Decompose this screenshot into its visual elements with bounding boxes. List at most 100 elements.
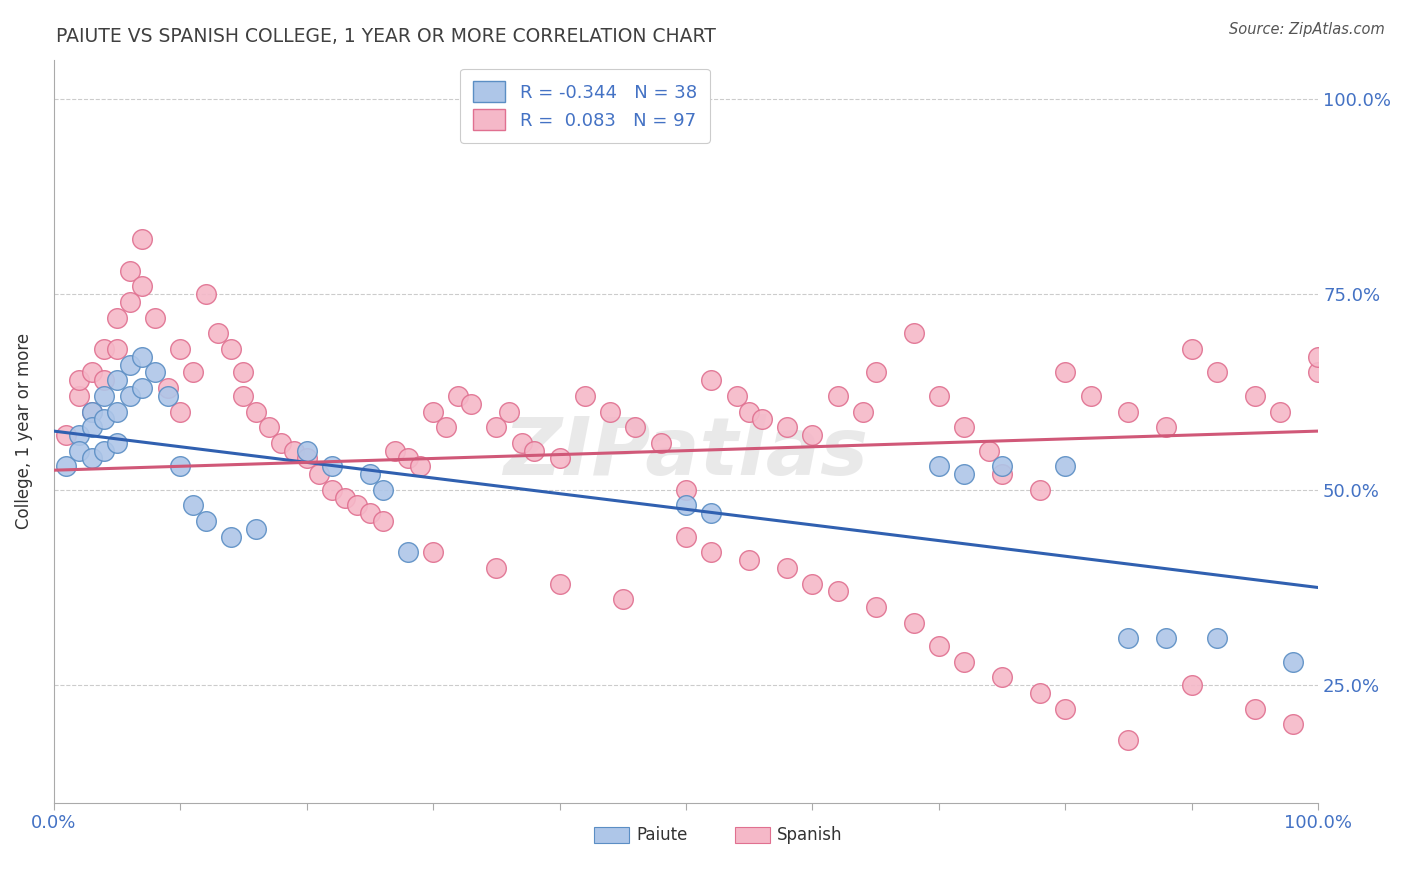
Point <box>953 467 976 482</box>
Point <box>624 420 647 434</box>
Point <box>93 373 115 387</box>
Point <box>80 366 103 380</box>
Point <box>700 506 723 520</box>
Point <box>675 530 697 544</box>
Point <box>143 366 166 380</box>
Point <box>321 483 343 497</box>
Point <box>67 428 90 442</box>
Point <box>80 404 103 418</box>
Point <box>1029 686 1052 700</box>
Point <box>1308 366 1330 380</box>
Point <box>1270 404 1292 418</box>
Point <box>1181 342 1204 356</box>
Point <box>295 451 318 466</box>
Point <box>409 459 432 474</box>
Point <box>384 443 406 458</box>
Point <box>738 404 761 418</box>
Point <box>953 655 976 669</box>
Legend: R = -0.344   N = 38, R =  0.083   N = 97: R = -0.344 N = 38, R = 0.083 N = 97 <box>460 69 710 143</box>
Point <box>1282 717 1305 731</box>
Point <box>359 506 381 520</box>
Point <box>55 459 77 474</box>
Point <box>612 592 634 607</box>
Point <box>219 530 242 544</box>
Point <box>991 467 1014 482</box>
Point <box>865 600 887 615</box>
Point <box>1054 702 1077 716</box>
Y-axis label: College, 1 year or more: College, 1 year or more <box>15 333 32 529</box>
Point <box>1244 702 1267 716</box>
Point <box>1054 366 1077 380</box>
Point <box>991 459 1014 474</box>
Point <box>599 404 621 418</box>
Point <box>105 435 128 450</box>
Point <box>1181 678 1204 692</box>
Point <box>827 584 849 599</box>
Point <box>232 366 254 380</box>
Point <box>574 389 596 403</box>
Point <box>928 459 950 474</box>
Text: ZIPatlas: ZIPatlas <box>503 415 869 492</box>
Point <box>232 389 254 403</box>
Point <box>270 435 292 450</box>
Text: Source: ZipAtlas.com: Source: ZipAtlas.com <box>1229 22 1385 37</box>
Text: PAIUTE VS SPANISH COLLEGE, 1 YEAR OR MORE CORRELATION CHART: PAIUTE VS SPANISH COLLEGE, 1 YEAR OR MOR… <box>56 27 716 45</box>
Point <box>93 389 115 403</box>
Point <box>245 522 267 536</box>
Point <box>219 342 242 356</box>
Point <box>80 404 103 418</box>
Point <box>675 483 697 497</box>
Point <box>1206 366 1229 380</box>
Point <box>207 326 229 341</box>
Point <box>1118 632 1140 646</box>
Point <box>181 366 204 380</box>
Point <box>1054 459 1077 474</box>
Point <box>700 545 723 559</box>
Point <box>359 467 381 482</box>
Point <box>485 420 508 434</box>
Text: Spanish: Spanish <box>776 826 842 844</box>
Point <box>1118 404 1140 418</box>
Point <box>80 420 103 434</box>
Point <box>485 561 508 575</box>
Point <box>1308 350 1330 364</box>
Point <box>523 443 546 458</box>
Point <box>928 389 950 403</box>
Point <box>700 373 723 387</box>
Point <box>156 389 179 403</box>
Point <box>1244 389 1267 403</box>
Point <box>422 545 444 559</box>
Point <box>447 389 470 403</box>
Point <box>827 389 849 403</box>
Point <box>156 381 179 395</box>
Point <box>131 381 153 395</box>
Point <box>928 639 950 653</box>
Point <box>460 397 482 411</box>
Point <box>105 342 128 356</box>
Point <box>979 443 1001 458</box>
Point <box>245 404 267 418</box>
Point <box>510 435 533 450</box>
Point <box>93 412 115 426</box>
Point <box>991 670 1014 684</box>
Point <box>143 310 166 325</box>
Point <box>105 373 128 387</box>
Point <box>181 499 204 513</box>
Point <box>498 404 520 418</box>
Point <box>903 326 925 341</box>
Point <box>1118 733 1140 747</box>
Point <box>118 295 141 310</box>
Point <box>283 443 305 458</box>
Point <box>67 389 90 403</box>
Point <box>801 576 824 591</box>
Text: Paiute: Paiute <box>637 826 688 844</box>
Point <box>55 428 77 442</box>
Point <box>852 404 875 418</box>
Point <box>903 615 925 630</box>
Point <box>194 287 217 301</box>
Point <box>105 404 128 418</box>
Point <box>105 310 128 325</box>
Point <box>434 420 457 434</box>
Point <box>650 435 672 450</box>
Point <box>321 459 343 474</box>
